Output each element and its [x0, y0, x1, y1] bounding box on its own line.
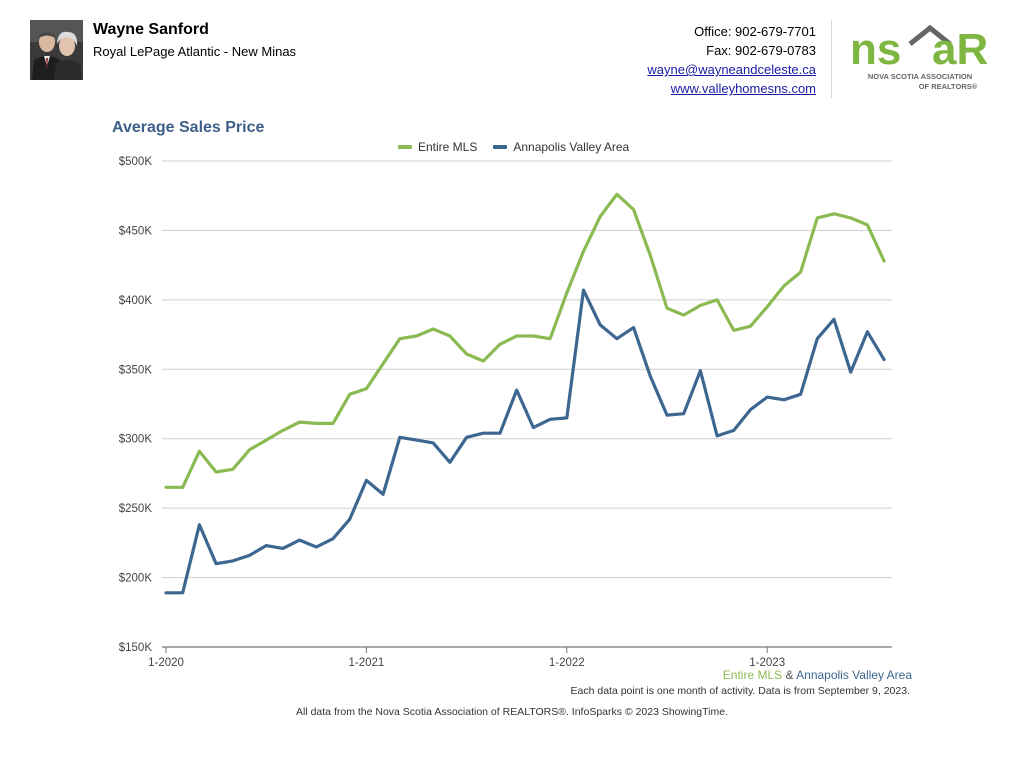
series-line-entire-mls — [164, 192, 886, 489]
logo-line1: NOVA SCOTIA ASSOCIATION — [868, 72, 972, 81]
chart-legend: Entire MLS Annapolis Valley Area — [398, 140, 629, 154]
y-tick-label: $350K — [119, 364, 153, 376]
footer-series-b: Annapolis Valley Area — [796, 668, 912, 682]
house-roof-icon — [908, 24, 952, 46]
y-tick-label: $400K — [119, 295, 153, 307]
header-divider — [831, 20, 832, 98]
y-tick-label: $200K — [119, 573, 153, 585]
legend-item-entire-mls: Entire MLS — [398, 140, 477, 154]
agent-company: Royal LePage Atlantic - New Minas — [93, 44, 297, 59]
series-line-annapolis-valley — [164, 288, 886, 595]
footer-amp: & — [782, 668, 797, 682]
agent-name: Wayne Sanford — [93, 21, 209, 38]
logo-wordmark-right: aR — [932, 25, 988, 74]
footer-note: Each data point is one month of activity… — [570, 685, 911, 697]
y-tick-label: $150K — [119, 642, 153, 654]
office-phone: Office: 902-679-7701 — [694, 24, 816, 39]
y-tick-label: $250K — [119, 503, 153, 515]
x-tick-label: 1-2021 — [348, 657, 384, 669]
fax-number: Fax: 902-679-0783 — [706, 43, 816, 58]
legend-swatch-entire-mls — [398, 145, 412, 149]
nsar-logo-graphic: ns aR NOVA SCOTIA ASSOCIATION OF REALTOR… — [850, 24, 988, 91]
legend-item-annapolis-valley: Annapolis Valley Area — [493, 140, 629, 154]
footer-series-a: Entire MLS — [722, 668, 783, 682]
nsar-logo: ns aR NOVA SCOTIA ASSOCIATION OF REALTOR… — [848, 24, 993, 96]
website-link[interactable]: www.valleyhomesns.com — [670, 81, 816, 96]
legend-swatch-annapolis-valley — [493, 145, 508, 149]
x-tick-label: 1-2022 — [549, 657, 585, 669]
legend-label-entire-mls: Entire MLS — [418, 140, 478, 154]
y-tick-label: $500K — [119, 156, 153, 168]
footer-source: All data from the Nova Scotia Associatio… — [296, 706, 728, 718]
email-link[interactable]: wayne@wayneandceleste.ca — [647, 62, 816, 77]
contact-block: Office: 902-679-7701 Fax: 902-679-0783 w… — [647, 22, 816, 98]
agent-photo-image — [30, 20, 83, 80]
agent-photo — [30, 20, 83, 80]
x-tick-label: 1-2023 — [749, 657, 785, 669]
y-tick-label: $450K — [119, 225, 153, 237]
footer-series-labels: Entire MLS & Annapolis Valley Area — [723, 668, 912, 682]
legend-label-annapolis-valley: Annapolis Valley Area — [513, 140, 630, 154]
y-tick-label: $300K — [119, 434, 153, 446]
logo-wordmark-left: ns — [850, 25, 901, 74]
logo-line2: OF REALTORS® — [919, 82, 978, 91]
x-tick-label: 1-2020 — [148, 657, 184, 669]
chart-title: Average Sales Price — [112, 119, 265, 136]
